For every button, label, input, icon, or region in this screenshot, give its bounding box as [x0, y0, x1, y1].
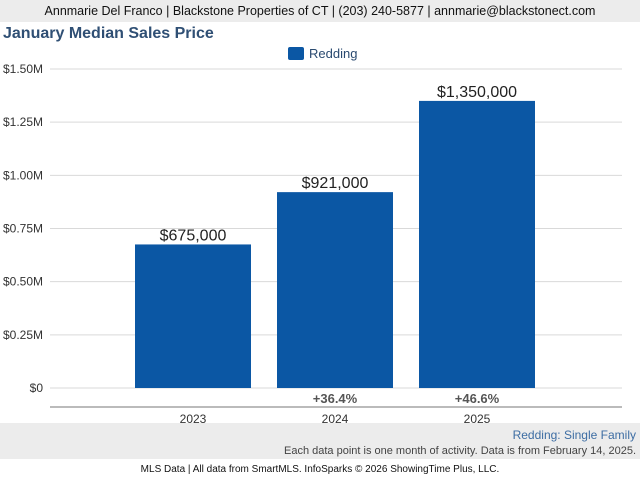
agent-contact-bar: Annmarie Del Franco | Blackstone Propert… [0, 0, 640, 22]
y-tick-label: $0.25M [3, 328, 43, 342]
y-tick-label: $0.50M [3, 275, 43, 289]
bar-2025 [419, 100, 535, 389]
chart-title: January Median Sales Price [3, 25, 214, 42]
data-note: Each data point is one month of activity… [284, 445, 636, 457]
y-tick-label: $1.00M [3, 168, 43, 182]
x-tick-label-2025: 2025 [464, 412, 491, 426]
value-label-2024: $921,000 [302, 175, 369, 192]
value-label-2025: $1,350,000 [437, 84, 517, 101]
bar-2023 [135, 244, 251, 388]
x-tick-label-2024: 2024 [322, 412, 349, 426]
bar-2024 [277, 192, 393, 388]
bars [135, 100, 535, 389]
value-labels: $675,000 $921,000 +36.4% $1,350,000 +46.6% [160, 84, 518, 406]
y-tick-label: $0.75M [3, 222, 43, 236]
y-tick-label: $1.25M [3, 115, 43, 129]
legend[interactable]: Redding [288, 45, 357, 61]
footer-background [0, 423, 640, 459]
y-axis-ticks: $0 $0.25M $0.50M $0.75M $1.00M $1.25M $1.50M [3, 62, 43, 395]
change-label-2025: +46.6% [455, 391, 500, 406]
value-label-2023: $675,000 [160, 227, 227, 244]
subset-label: Redding: Single Family [512, 428, 636, 442]
y-tick-label: $1.50M [3, 62, 43, 76]
bar-chart: $0 $0.25M $0.50M $0.75M $1.00M $1.25M $1.50M $… [3, 62, 622, 426]
legend-label-redding: Redding [309, 45, 358, 61]
y-tick-label: $0 [30, 381, 44, 395]
change-label-2024: +36.4% [313, 391, 358, 406]
legend-swatch [288, 46, 304, 60]
x-axis-ticks: 2023 2024 2025 [180, 412, 491, 426]
data-credit: MLS Data | All data from SmartMLS. InfoS… [140, 464, 500, 475]
x-tick-label-2023: 2023 [180, 412, 207, 426]
